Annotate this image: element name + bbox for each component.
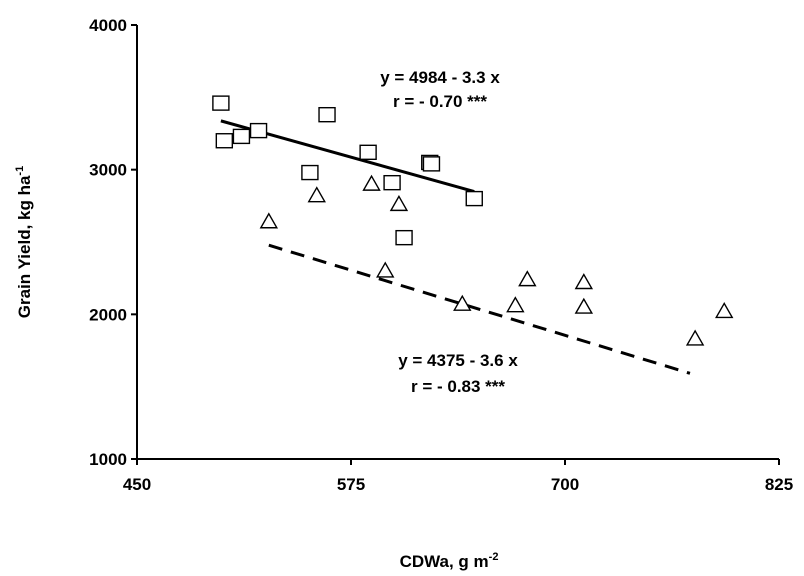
y-tick-label: 1000	[89, 450, 127, 469]
y-axis-title-sup: -1	[14, 166, 26, 176]
x-tick-label: 825	[765, 475, 793, 494]
square-point	[212, 95, 230, 111]
triangle-point	[389, 194, 409, 212]
y-tick-label: 4000	[89, 16, 127, 35]
square-point	[301, 164, 319, 181]
equation-triangle-series: y = 4375 - 3.6 x	[398, 351, 518, 370]
square-point	[383, 174, 401, 191]
square-point	[395, 229, 413, 246]
square-point	[318, 106, 336, 123]
triangle-point	[259, 212, 279, 229]
r-value-square-series: r = - 0.70 ***	[393, 92, 487, 111]
y-tick-label: 3000	[89, 161, 127, 180]
triangle-point	[685, 329, 705, 346]
r-value-triangle-series: r = - 0.83 ***	[411, 377, 505, 396]
square-point	[422, 156, 441, 172]
triangle-point	[574, 273, 594, 290]
x-tick-label: 450	[123, 475, 151, 494]
x-axis-title-sup: -2	[489, 551, 499, 563]
triangle-point	[453, 294, 472, 311]
square-point	[465, 190, 483, 207]
triangle-point	[715, 302, 734, 319]
triangle-point	[307, 186, 326, 203]
square-point	[359, 144, 377, 161]
y-axis-title-text: Grain Yield, kg ha	[15, 175, 34, 318]
y-axis-title: Grain Yield, kg ha-1	[14, 166, 34, 318]
x-tick-label: 700	[551, 475, 579, 494]
square-point	[215, 133, 234, 149]
data-points	[212, 95, 734, 346]
triangle-point	[574, 297, 594, 314]
ticks: 1000 2000 3000 4000 450 575 700 825	[89, 16, 793, 494]
x-tick-label: 575	[337, 475, 365, 494]
x-axis-title-text: CDWa, g m	[400, 552, 489, 571]
axes	[136, 25, 779, 460]
triangle-point	[376, 261, 395, 278]
square-point	[232, 128, 251, 145]
equation-square-series: y = 4984 - 3.3 x	[380, 68, 500, 87]
square-point	[249, 122, 268, 139]
triangle-point	[506, 296, 525, 313]
triangle-point	[518, 270, 537, 287]
triangle-point	[362, 174, 381, 191]
fit-line-triangle-series	[268, 243, 691, 375]
fit-lines	[220, 119, 691, 375]
y-tick-label: 2000	[89, 305, 127, 324]
x-axis-title: CDWa, g m-2	[400, 551, 499, 571]
